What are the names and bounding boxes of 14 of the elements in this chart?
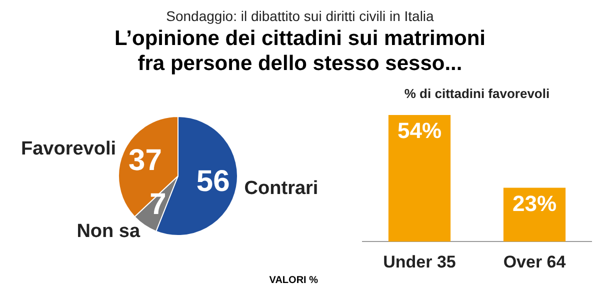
data-label: 7 (150, 188, 166, 221)
data-label: 23% (512, 190, 557, 216)
data-label: 54% (397, 118, 442, 144)
slice-label: Contrari (244, 178, 318, 199)
data-label: 37 (128, 144, 162, 178)
slice-label: Non sa (76, 221, 140, 242)
chart-title: % di cittadini favorevoli (403, 86, 551, 101)
chart-title: L’opinione dei cittadini sui matrimoni fra persone dello stesso sesso... (113, 26, 487, 76)
x-tick-label: Over 64 (503, 252, 566, 272)
text: VALORI % (269, 275, 318, 286)
data-label: 56 (196, 164, 230, 198)
x-tick-label: Under 35 (383, 252, 456, 272)
slice-label: Favorevoli (21, 138, 116, 160)
chart-subtitle: Sondaggio: il dibattito sui diritti civili in Italia (165, 8, 435, 24)
